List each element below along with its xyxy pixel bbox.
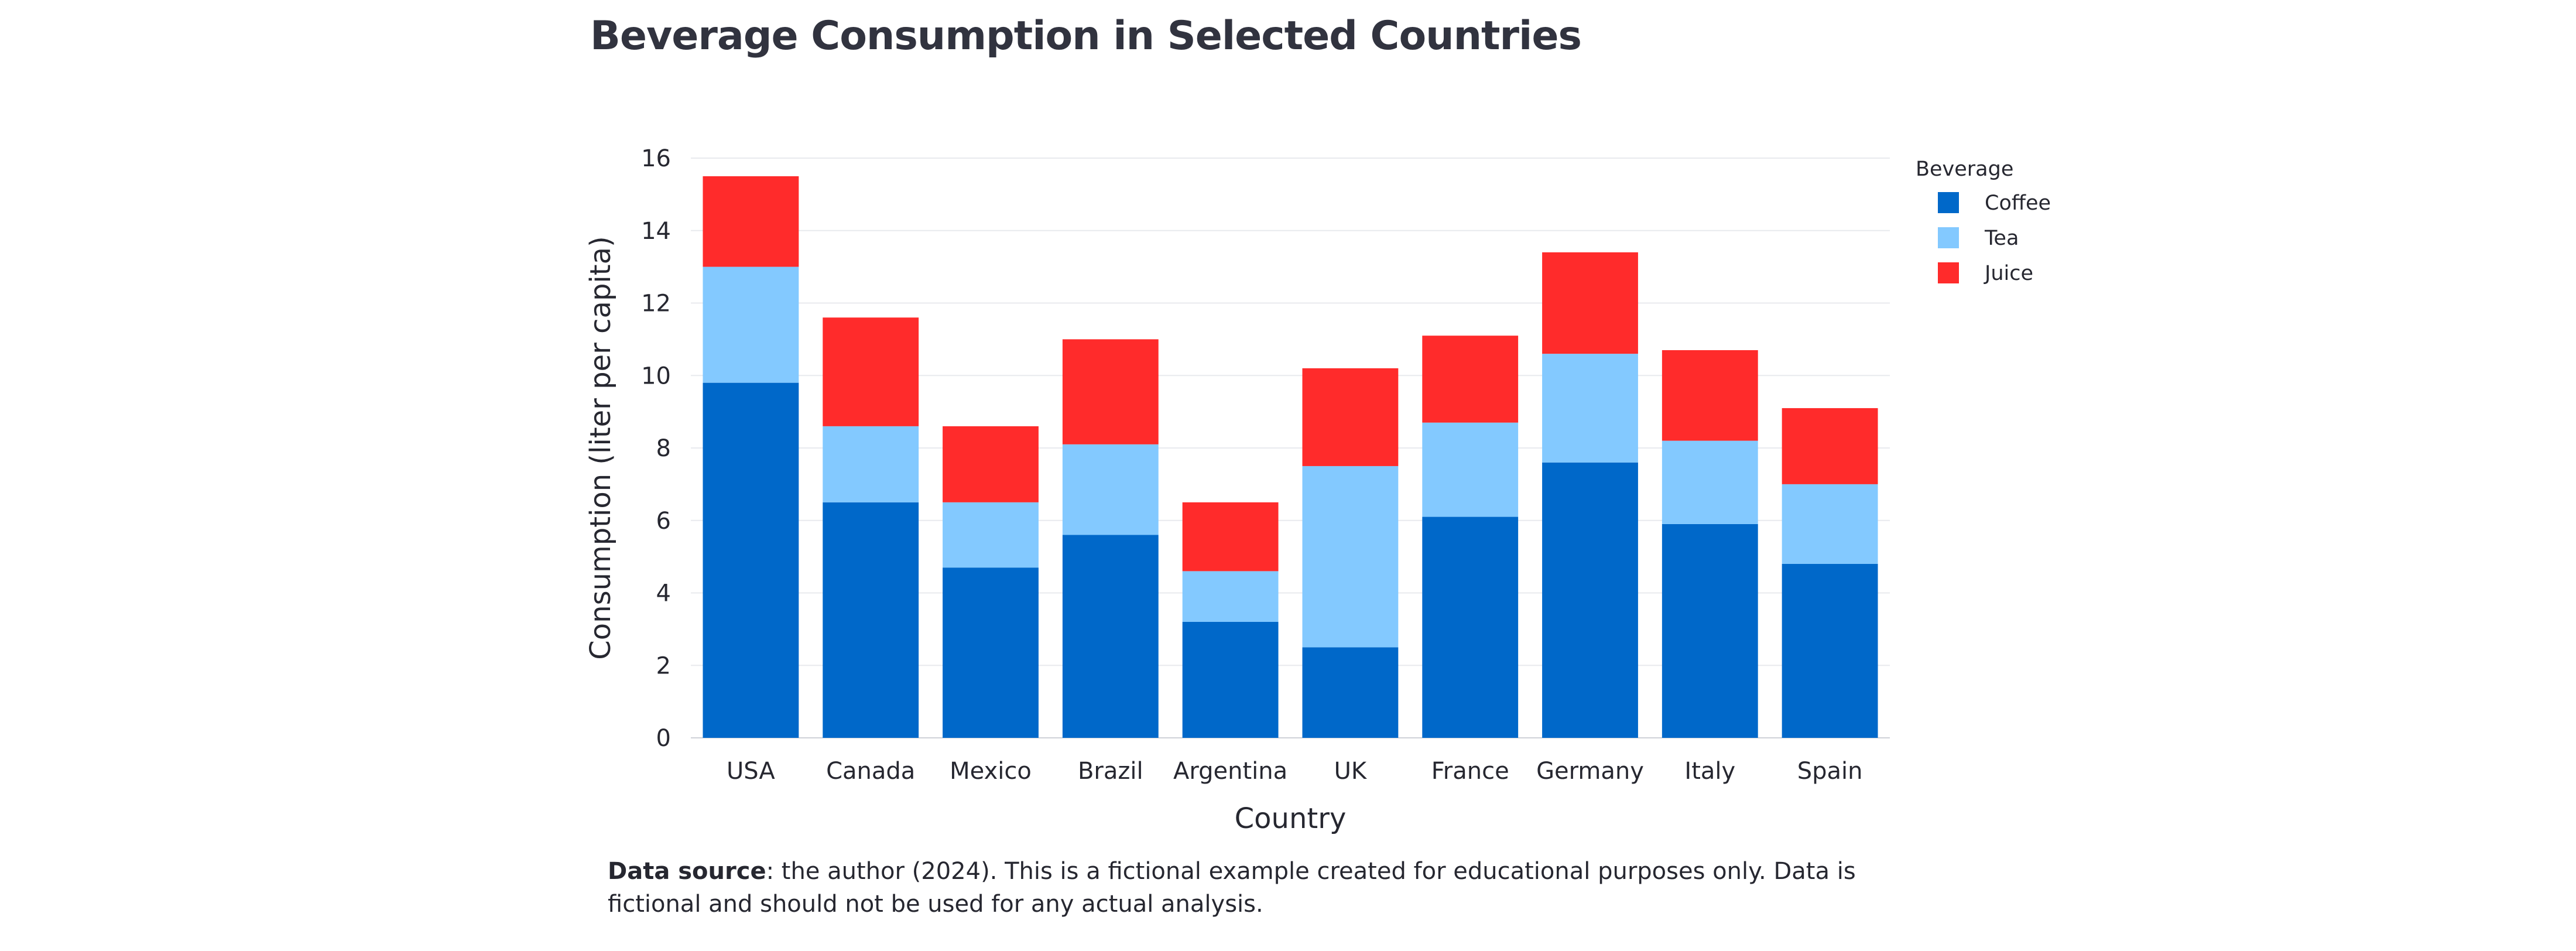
bar-coffee-brazil[interactable] [1062, 535, 1159, 738]
x-axis-title: Country [1235, 802, 1347, 835]
bar-coffee-france[interactable] [1422, 516, 1519, 738]
bar-juice-spain[interactable] [1782, 408, 1878, 484]
bar-tea-mexico[interactable] [943, 502, 1039, 568]
legend-swatch-tea[interactable] [1938, 227, 1959, 248]
chart-title: Beverage Consumption in Selected Countri… [590, 13, 1582, 59]
bar-coffee-canada[interactable] [823, 502, 919, 738]
y-tick-label: 16 [641, 145, 671, 172]
bar-tea-argentina[interactable] [1182, 571, 1279, 622]
bar-tea-france[interactable] [1422, 422, 1519, 517]
bar-tea-usa[interactable] [703, 266, 799, 383]
bar-juice-usa[interactable] [703, 176, 799, 267]
bar-tea-italy[interactable] [1662, 440, 1758, 524]
bar-tea-canada[interactable] [823, 426, 919, 502]
bar-juice-germany[interactable] [1542, 252, 1638, 354]
x-tick-label: Mexico [950, 758, 1032, 785]
y-axis-title: Consumption (liter per capita) [584, 236, 617, 659]
x-tick-label: Spain [1797, 758, 1863, 785]
bar-juice-italy[interactable] [1662, 350, 1758, 441]
bar-tea-uk[interactable] [1302, 466, 1399, 648]
y-tick-label: 2 [656, 652, 671, 679]
y-tick-label: 14 [641, 218, 671, 245]
legend[interactable]: Beverage Coffee Tea Juice [1916, 158, 2051, 285]
y-tick-label: 10 [641, 362, 671, 389]
x-tick-label: Italy [1684, 758, 1735, 785]
legend-label-juice[interactable]: Juice [1984, 262, 2033, 285]
caption-source-label: Data source [608, 858, 766, 885]
bar-tea-germany[interactable] [1542, 354, 1638, 463]
x-tick-label: Germany [1536, 758, 1644, 785]
legend-label-coffee[interactable]: Coffee [1985, 191, 2051, 215]
bar-coffee-uk[interactable] [1302, 647, 1399, 738]
bar-coffee-mexico[interactable] [943, 567, 1039, 738]
bar-juice-brazil[interactable] [1062, 339, 1159, 444]
caption: Data source: the author (2024). This is … [608, 855, 1954, 921]
x-tick-label: Brazil [1078, 758, 1143, 785]
x-tick-labels: USA Canada Mexico Brazil Argentina UK France Ge… [727, 758, 1862, 785]
bar-coffee-italy[interactable] [1662, 524, 1758, 738]
bar-tea-brazil[interactable] [1062, 444, 1159, 535]
legend-swatch-coffee[interactable] [1938, 192, 1959, 213]
bar-coffee-spain[interactable] [1782, 564, 1878, 738]
bar-coffee-germany[interactable] [1542, 462, 1638, 738]
bar-juice-argentina[interactable] [1182, 502, 1279, 572]
y-tick-label: 6 [656, 508, 671, 535]
y-tick-labels: 0 2 4 6 8 10 12 14 16 [641, 145, 671, 752]
x-tick-label: Argentina [1173, 758, 1287, 785]
y-tick-label: 4 [656, 580, 671, 607]
bar-juice-france[interactable] [1422, 336, 1519, 423]
bar-tea-spain[interactable] [1782, 484, 1878, 564]
y-tick-label: 0 [656, 725, 671, 752]
caption-text: : the author (2024). This is a fictional… [608, 858, 1856, 918]
legend-swatch-juice[interactable] [1938, 262, 1959, 283]
bars[interactable] [703, 176, 1878, 738]
bar-juice-canada[interactable] [823, 317, 919, 426]
x-tick-label: UK [1334, 758, 1368, 785]
x-tick-label: France [1431, 758, 1509, 785]
x-tick-label: Canada [826, 758, 915, 785]
legend-title: Beverage [1916, 158, 2013, 181]
legend-label-tea[interactable]: Tea [1984, 227, 2019, 250]
bar-juice-uk[interactable] [1302, 368, 1399, 466]
bar-coffee-argentina[interactable] [1182, 622, 1279, 738]
bar-coffee-usa[interactable] [703, 382, 799, 738]
x-tick-label: USA [727, 758, 775, 785]
bar-juice-mexico[interactable] [943, 426, 1039, 502]
y-tick-label: 8 [656, 435, 671, 462]
y-tick-label: 12 [641, 290, 671, 317]
